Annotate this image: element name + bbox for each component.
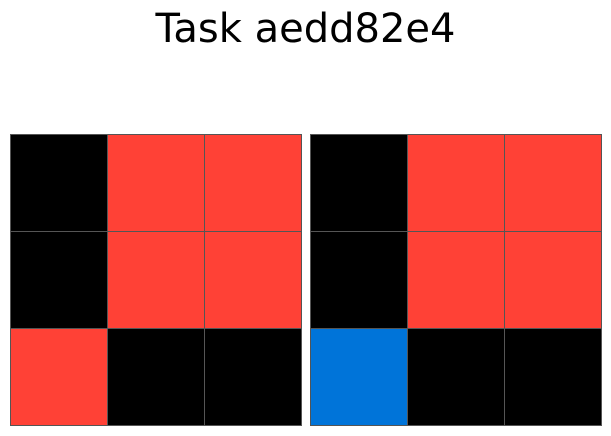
output-cell-r2-c0[interactable] (311, 329, 407, 425)
output-cell-r2-c2[interactable] (505, 329, 601, 425)
input-cell-r2-c0[interactable] (11, 329, 107, 425)
input-cell-r1-c2[interactable] (205, 232, 301, 328)
input-grid (10, 134, 302, 426)
output-cell-r2-c1[interactable] (408, 329, 504, 425)
output-cell-r1-c1[interactable] (408, 232, 504, 328)
input-cell-r0-c1[interactable] (108, 135, 204, 231)
input-cell-r1-c1[interactable] (108, 232, 204, 328)
input-cell-r0-c2[interactable] (205, 135, 301, 231)
output-cell-r0-c2[interactable] (505, 135, 601, 231)
output-cell-r0-c1[interactable] (408, 135, 504, 231)
output-cell-r1-c0[interactable] (311, 232, 407, 328)
input-cell-r1-c0[interactable] (11, 232, 107, 328)
task-title: Task aedd82e4 (155, 6, 456, 52)
input-cell-r0-c0[interactable] (11, 135, 107, 231)
input-cell-r2-c1[interactable] (108, 329, 204, 425)
output-cell-r0-c0[interactable] (311, 135, 407, 231)
output-cell-r1-c2[interactable] (505, 232, 601, 328)
output-grid (310, 134, 602, 426)
input-cell-r2-c2[interactable] (205, 329, 301, 425)
